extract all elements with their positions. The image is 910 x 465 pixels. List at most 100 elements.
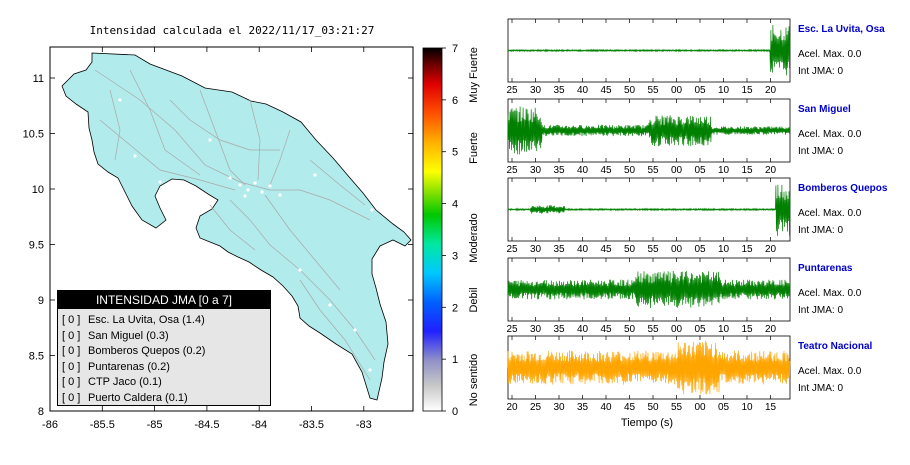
colorbar-tick-label: 3 [452,250,458,262]
time-tick-label: 25 [506,324,518,335]
time-axis-label: Tiempo (s) [621,417,673,429]
time-tick-label: 30 [530,244,542,255]
time-tick-label: 55 [647,324,659,335]
time-tick-label: 40 [577,165,589,176]
time-tick-label: 40 [577,85,589,96]
time-tick-label: 45 [624,402,636,413]
time-tick-label: 55 [647,165,659,176]
legend-item-flag: [ 0 ] [62,314,81,326]
colorbar-tick-label: 5 [452,147,458,159]
time-tick-label: 20 [765,165,777,176]
time-tick-label: 55 [647,244,659,255]
time-tick-label: 35 [553,324,565,335]
lon-tick-label: -83 [356,419,372,431]
time-tick-label: 45 [600,85,612,96]
colorbar-tick-label: 7 [452,43,458,55]
legend-item: [ 0 ] CTP Jaco (0.1) [62,375,205,391]
time-tick-label: 10 [741,402,753,413]
legend-item-flag: [ 0 ] [62,345,81,357]
time-tick-label: 35 [553,85,565,96]
time-tick-label: 05 [694,85,706,96]
colorbar-tick-label: 4 [452,199,458,211]
station-acel: Acel. Max. 0.0 [798,288,862,299]
time-tick-label: 10 [718,85,730,96]
station-dots [118,98,374,372]
time-tick-label: 35 [553,244,565,255]
legend-title: INTENSIDAD JMA [0 a 7] [58,291,270,309]
waveform-trace [507,270,791,309]
waveform-trace [507,24,791,76]
time-tick-label: 20 [506,402,518,413]
colorbar-category-label: No sentido [468,354,480,407]
legend-item-label: Esc. La Uvita, Osa (1.4) [88,314,205,326]
waveform-trace [507,184,791,236]
lon-tick-label: -84.5 [194,419,219,431]
colorbar-tick-label: 2 [452,302,458,314]
costa-rica-landmass [61,52,412,401]
legend-item: [ 0 ] Bomberos Quepos (0.2) [62,344,205,360]
time-tick-label: 10 [718,165,730,176]
colorbar-category-label: Debil [468,287,480,312]
colorbar-tick-label: 6 [452,95,458,107]
time-tick-label: 00 [671,244,683,255]
time-tick-label: 20 [765,324,777,335]
station-acel: Acel. Max. 0.0 [798,208,862,219]
legend-item-flag: [ 0 ] [62,329,81,342]
lon-tick-label: -83.5 [299,419,324,431]
time-tick-label: 15 [741,85,753,96]
legend-item-flag: [ 0 ] [62,391,81,404]
waveform-trace [507,340,791,395]
time-tick-label: 00 [671,165,683,176]
colorbar-category-label: Muy Fuerte [468,47,480,103]
lat-tick-label: 10.5 [23,129,44,141]
time-tick-label: 45 [600,244,612,255]
waveform-panel: 25 30 35 40 45 50 55 00 05 10 15 20 San Miguel Acel. … [506,98,862,176]
time-tick-label: 50 [647,402,659,413]
waveform-panels: 25 30 35 40 45 50 55 00 05 10 15 20 Esc. La Uvita, O… [506,18,888,413]
time-tick-label: 50 [624,165,636,176]
time-tick-label: 40 [577,244,589,255]
legend-item: [ 0 ] San Miguel (0.3) [62,329,205,345]
time-tick-label: 25 [506,165,518,176]
legend-item-label: CTP Jaco (0.1) [88,376,162,388]
time-tick-label: 30 [553,402,565,413]
lat-tick-label: 9 [38,295,44,307]
station-acel: Acel. Max. 0.0 [798,49,862,60]
station-name: San Miguel [798,104,851,115]
time-tick-label: 30 [530,85,542,96]
station-int: Int JMA: 0 [798,383,843,394]
station-int: Int JMA: 0 [798,146,843,157]
station-name: Teatro Nacional [798,341,872,352]
time-tick-label: 25 [530,402,542,413]
colorbar-tick-label: 0 [452,406,458,418]
legend-item-label: Bomberos Quepos (0.2) [88,345,206,357]
time-tick-label: 35 [553,165,565,176]
time-tick-label: 10 [718,244,730,255]
time-tick-label: 05 [694,244,706,255]
waveform-panel: 25 30 35 40 45 50 55 00 05 10 15 20 Esc. La Uvita, O… [506,18,885,96]
colorbar-category-label: Moderado [468,213,480,263]
lat-tick-label: 8.5 [29,351,44,363]
lon-tick-label: -85.5 [90,419,115,431]
time-tick-label: 15 [741,324,753,335]
legend-item: [ 0 ] Esc. La Uvita, Osa (1.4) [62,313,205,329]
time-tick-label: 15 [765,402,777,413]
station-name: Bomberos Quepos [798,183,888,194]
waveform-panel: 20 25 30 35 40 45 50 55 00 05 10 15 Teatro Nacional A… [506,335,872,413]
station-acel: Acel. Max. 0.0 [798,129,862,140]
time-tick-label: 00 [694,402,706,413]
colorbar-category-label: Fuerte [468,132,480,164]
time-tick-label: 05 [694,165,706,176]
lon-tick-label: -84 [251,419,267,431]
time-tick-label: 15 [741,165,753,176]
time-tick-label: 50 [624,244,636,255]
time-tick-label: 00 [671,324,683,335]
legend-item-flag: [ 0 ] [62,376,81,388]
lat-tick-label: 9.5 [29,240,44,252]
time-tick-label: 20 [765,85,777,96]
lat-tick-label: 10 [32,184,44,196]
station-acel: Acel. Max. 0.0 [798,366,862,377]
time-tick-label: 50 [624,324,636,335]
